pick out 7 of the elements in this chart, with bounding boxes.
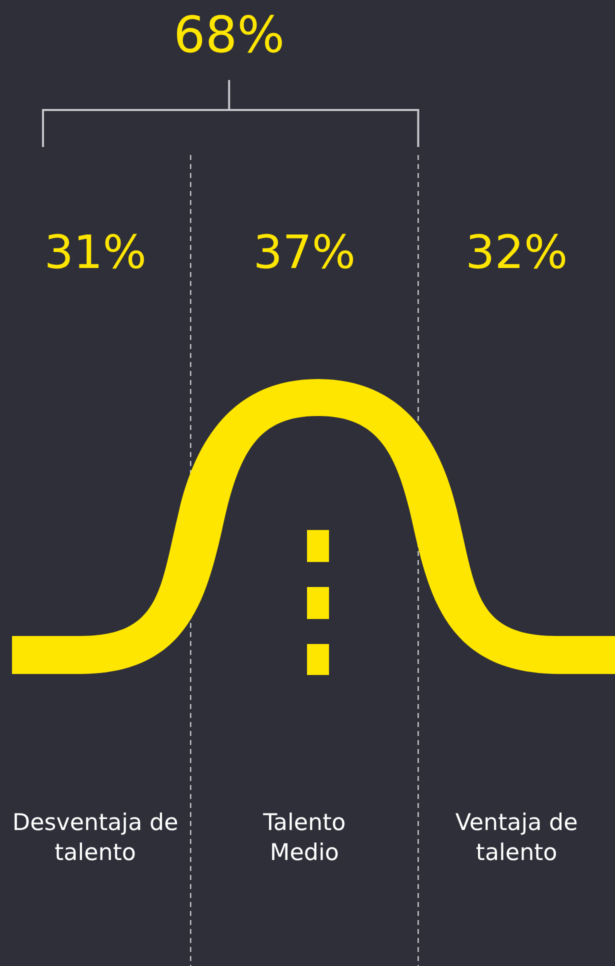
category-label: Talento Medio [262,810,346,866]
text: 68% [174,6,285,64]
data-label: 32% [465,225,568,279]
data-label: 37% [253,225,356,279]
category-label: Desventaja de talento [12,810,178,866]
category-label: Ventaja de talento [455,810,578,866]
data-label: 31% [44,225,146,279]
